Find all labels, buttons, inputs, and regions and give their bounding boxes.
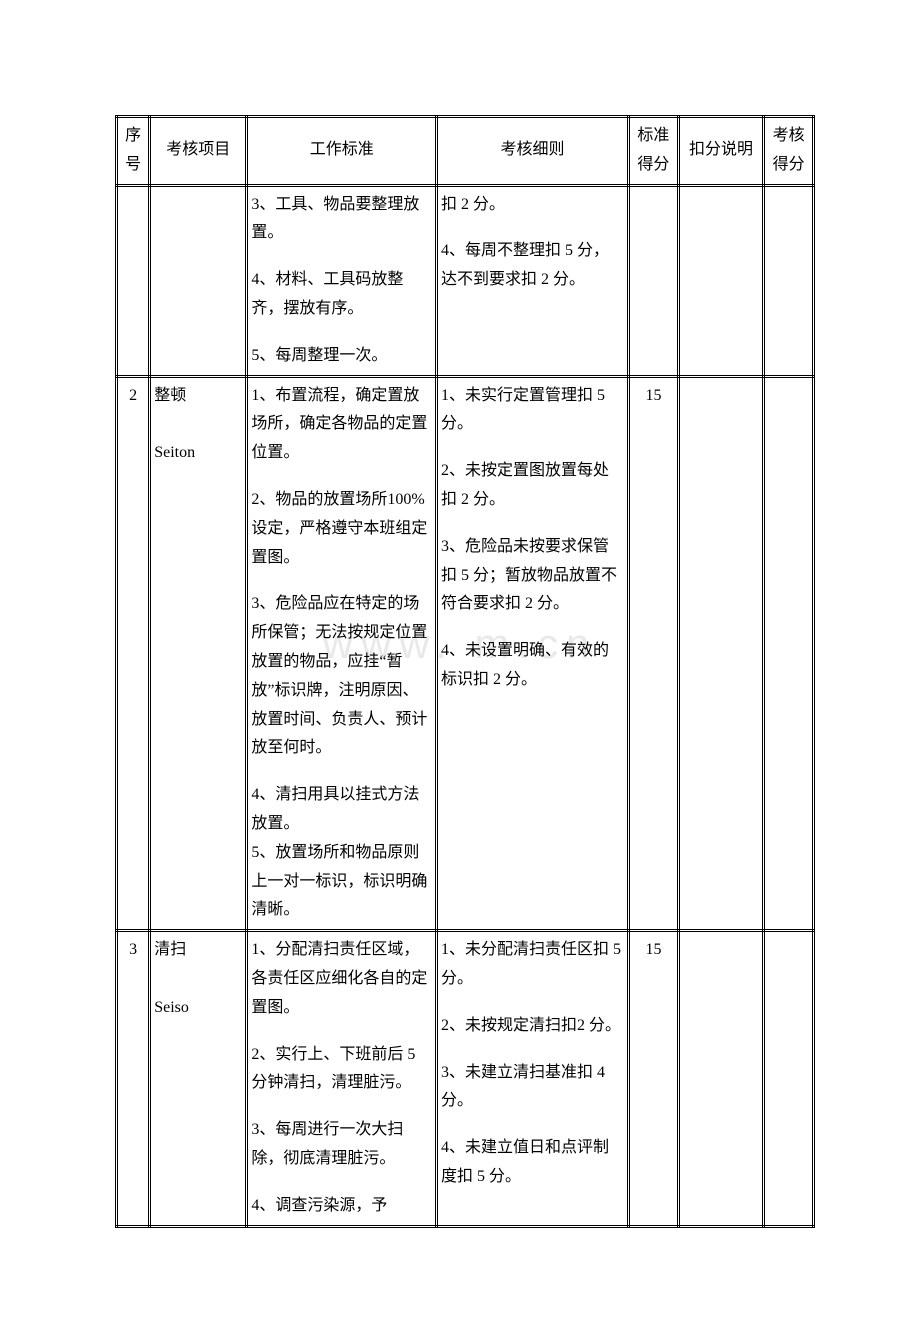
- cell-item: [150, 185, 247, 376]
- rule-line: 4、未建立值日和点评制度扣 5 分。: [441, 1134, 624, 1192]
- table-header: 序号 考核项目 工作标准 考核细则 标准得分 扣分说明 考核得分: [117, 117, 814, 186]
- cell-result: [764, 185, 814, 376]
- cell-score: 15: [629, 931, 679, 1226]
- cell-result: [764, 931, 814, 1226]
- page: www. m.cn 序号 考核项目 工作标准 考核细则 标准得分 扣分说明 考核…: [0, 0, 920, 1343]
- cell-standard: 1、分配清扫责任区域，各责任区应细化各自的定置图。 2、实行上、下班前后 5 分…: [247, 931, 437, 1226]
- cell-seq: 3: [117, 931, 150, 1226]
- standard-line: 2、物品的放置场所100%设定，严格遵守本班组定置图。: [251, 486, 432, 572]
- cell-result: [764, 376, 814, 931]
- cell-rule: 1、未实行定置管理扣 5 分。 2、未按定置图放置每处扣 2 分。 3、危险品未…: [437, 376, 629, 931]
- rule-line: 扣 2 分。: [441, 191, 624, 220]
- standard-line: 3、每周进行一次大扫除，彻底清理脏污。: [251, 1116, 432, 1174]
- standard-line: 3、危险品应在特定的场所保管；无法按规定位置放置的物品，应挂“暂放”标识牌，注明…: [251, 590, 432, 763]
- header-seq: 序号: [117, 117, 150, 186]
- table-body: 3、工具、物品要整理放置。 4、材料、工具码放整齐，摆放有序。 5、每周整理一次…: [117, 185, 814, 1226]
- cell-standard: 3、工具、物品要整理放置。 4、材料、工具码放整齐，摆放有序。 5、每周整理一次…: [247, 185, 437, 376]
- cell-rule: 1、未分配清扫责任区扣 5 分。 2、未按规定清扫扣2 分。 3、未建立清扫基准…: [437, 931, 629, 1226]
- item-line: 整顿: [154, 387, 186, 404]
- rule-line: 2、未按规定清扫扣2 分。: [441, 1012, 624, 1041]
- cell-note: [678, 376, 763, 931]
- standard-line: 4、调查污染源，予: [251, 1192, 432, 1221]
- rule-line: 3、未建立清扫基准扣 4 分。: [441, 1059, 624, 1117]
- item-line: Seiso: [154, 999, 189, 1016]
- cell-score: 15: [629, 376, 679, 931]
- cell-note: [678, 931, 763, 1226]
- cell-note: [678, 185, 763, 376]
- cell-item: 清扫 Seiso: [150, 931, 247, 1226]
- table-header-row: 序号 考核项目 工作标准 考核细则 标准得分 扣分说明 考核得分: [117, 117, 814, 186]
- rule-line: 1、未实行定置管理扣 5 分。: [441, 382, 624, 440]
- rule-line: 1、未分配清扫责任区扣 5 分。: [441, 936, 624, 994]
- table-row: 3、工具、物品要整理放置。 4、材料、工具码放整齐，摆放有序。 5、每周整理一次…: [117, 185, 814, 376]
- cell-seq: 2: [117, 376, 150, 931]
- header-result: 考核得分: [764, 117, 814, 186]
- cell-score: [629, 185, 679, 376]
- header-score: 标准得分: [629, 117, 679, 186]
- table-row: 3 清扫 Seiso 1、分配清扫责任区域，各责任区应细化各自的定置图。 2、实…: [117, 931, 814, 1226]
- assessment-table: 序号 考核项目 工作标准 考核细则 标准得分 扣分说明 考核得分 3、工具、物品…: [115, 115, 815, 1228]
- standard-line: 1、分配清扫责任区域，各责任区应细化各自的定置图。: [251, 936, 432, 1022]
- rule-line: 2、未按定置图放置每处扣 2 分。: [441, 457, 624, 515]
- rule-line: 4、每周不整理扣 5 分，达不到要求扣 2 分。: [441, 237, 624, 295]
- header-standard: 工作标准: [247, 117, 437, 186]
- table-row: 2 整顿 Seiton 1、布置流程，确定置放场所，确定各物品的定置位置。 2、…: [117, 376, 814, 931]
- standard-line: 4、清扫用具以挂式方法放置。 5、放置场所和物品原则上一对一标识，标识明确清晰。: [251, 781, 432, 925]
- standard-line: 5、每周整理一次。: [251, 342, 432, 371]
- rule-line: 3、危险品未按要求保管扣 5 分；暂放物品放置不符合要求扣 2 分。: [441, 533, 624, 619]
- header-note: 扣分说明: [678, 117, 763, 186]
- header-item: 考核项目: [150, 117, 247, 186]
- header-rule: 考核细则: [437, 117, 629, 186]
- rule-line: 4、未设置明确、有效的标识扣 2 分。: [441, 637, 624, 695]
- cell-standard: 1、布置流程，确定置放场所，确定各物品的定置位置。 2、物品的放置场所100%设…: [247, 376, 437, 931]
- standard-line: 2、实行上、下班前后 5 分钟清扫，清理脏污。: [251, 1041, 432, 1099]
- standard-line: 4、材料、工具码放整齐，摆放有序。: [251, 266, 432, 324]
- item-line: 清扫: [154, 941, 186, 958]
- cell-rule: 扣 2 分。 4、每周不整理扣 5 分，达不到要求扣 2 分。: [437, 185, 629, 376]
- cell-item: 整顿 Seiton: [150, 376, 247, 931]
- cell-seq: [117, 185, 150, 376]
- standard-line: 3、工具、物品要整理放置。: [251, 191, 432, 249]
- standard-line: 1、布置流程，确定置放场所，确定各物品的定置位置。: [251, 382, 432, 468]
- item-line: Seiton: [154, 444, 195, 461]
